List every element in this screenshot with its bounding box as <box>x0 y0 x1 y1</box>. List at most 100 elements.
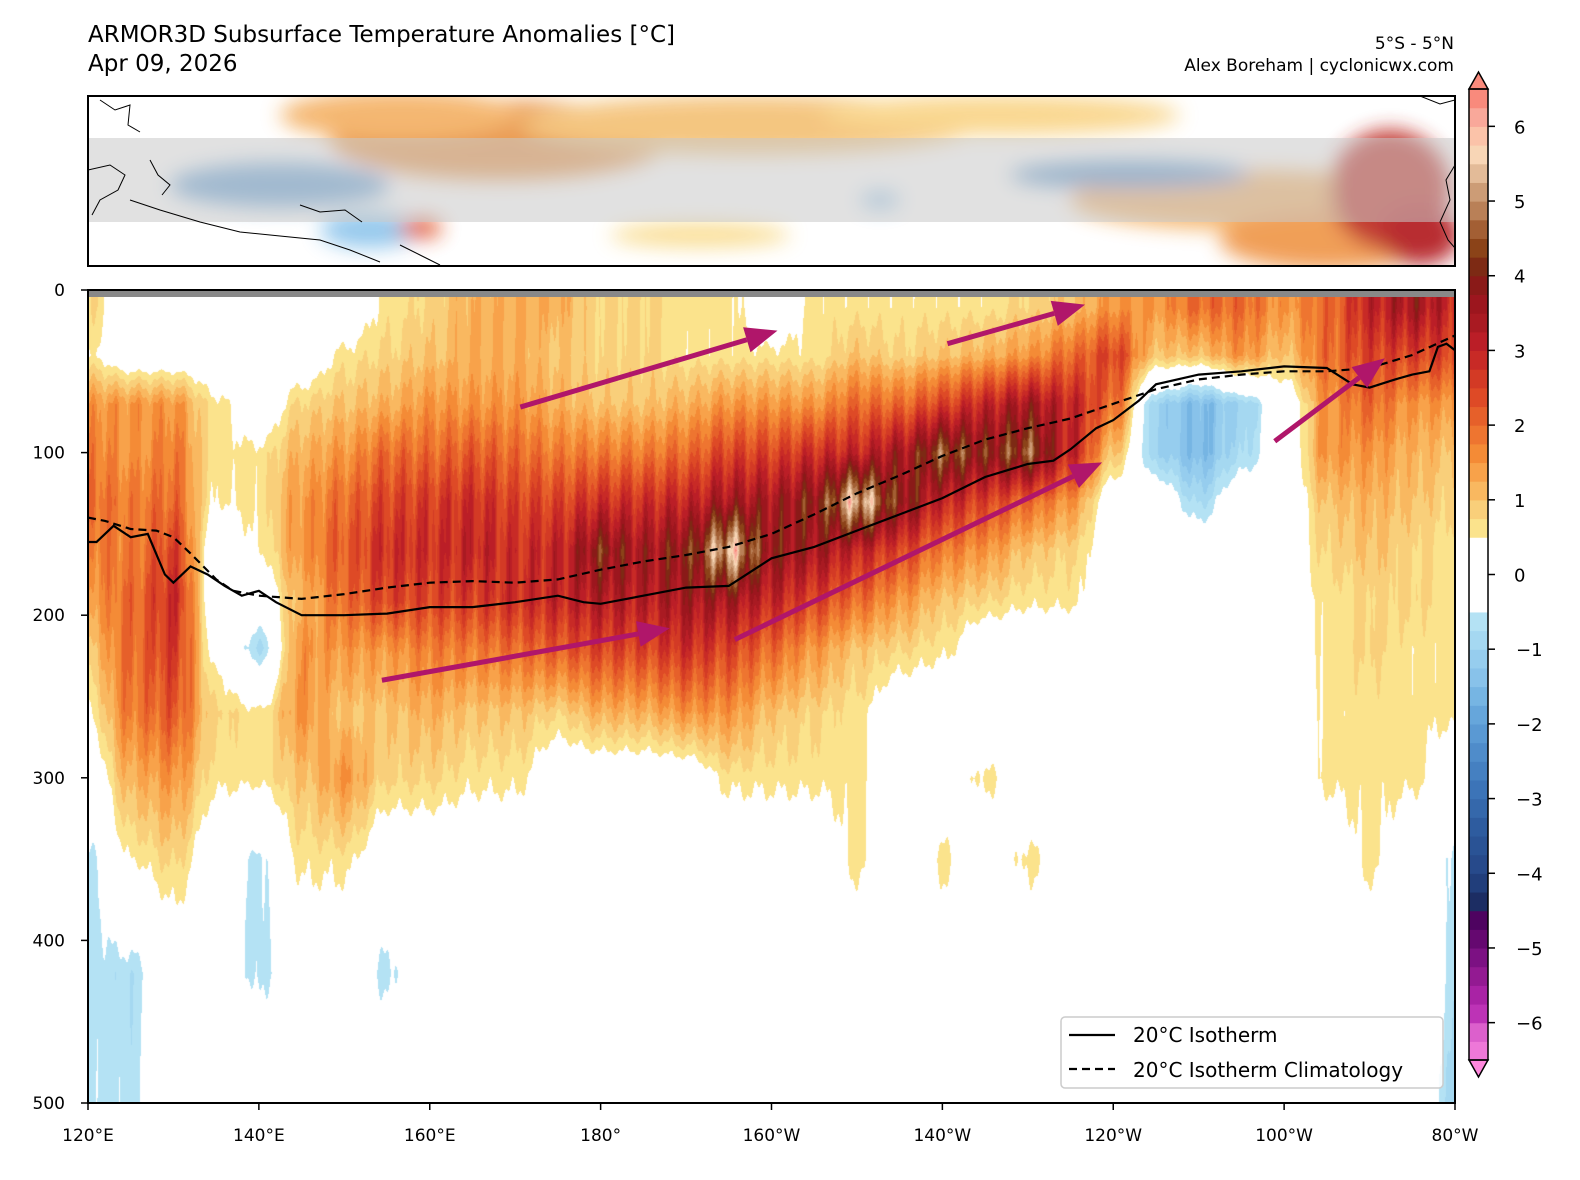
x-tick-label: 140°W <box>913 1126 971 1146</box>
colorbar-bin <box>1469 947 1488 968</box>
coastlines <box>88 96 1455 266</box>
colorbar-bin <box>1469 873 1488 893</box>
y-tick-label: 200 <box>33 606 65 626</box>
colorbar-bin <box>1469 182 1488 202</box>
y-tick-label: 400 <box>33 931 65 951</box>
colorbar-bin <box>1469 201 1488 221</box>
legend-label-climatology: 20°C Isotherm Climatology <box>1133 1058 1403 1082</box>
colorbar-bin <box>1469 630 1488 650</box>
x-tick-label: 100°W <box>1255 1126 1313 1146</box>
region-label: 5°S - 5°N <box>1374 34 1454 54</box>
x-tick-label: 160°W <box>743 1126 801 1146</box>
colorbar-bin <box>1469 555 1488 576</box>
colorbar-bin <box>1469 667 1488 688</box>
x-tick-label: 120°W <box>1084 1126 1142 1146</box>
colorbar-bin <box>1469 518 1488 538</box>
arrow-5 <box>1273 358 1385 444</box>
colorbar-tick-label: 5 <box>1514 192 1525 213</box>
y-axis: 0 100 200 300 400 500 <box>33 281 88 1114</box>
x-tick-label: 120°E <box>62 1126 114 1146</box>
y-tick-label: 300 <box>33 769 65 789</box>
surface-bar <box>88 290 1455 297</box>
y-tick-label: 100 <box>33 444 65 464</box>
legend: 20°C Isotherm 20°C Isotherm Climatology <box>1060 1016 1444 1089</box>
chart-date: Apr 09, 2026 <box>88 51 238 77</box>
latitude-band-shading <box>88 138 1455 222</box>
colorbar-bin <box>1469 145 1488 165</box>
colorbar-bin <box>1469 89 1488 109</box>
colorbar-bin <box>1469 1022 1488 1042</box>
colorbar-tick-label: −5 <box>1516 939 1543 960</box>
colorbar-tick-label: −3 <box>1516 790 1543 811</box>
colorbar-bin <box>1469 107 1488 127</box>
colorbar-bin <box>1469 723 1488 744</box>
x-tick-label: 80°W <box>1432 1126 1479 1146</box>
y-tick-label: 500 <box>33 1094 65 1114</box>
x-axis: 120°E 140°E 160°E 180° 160°W 140°W 120°W 100°W 8… <box>62 1103 1479 1146</box>
colorbar-bin <box>1469 574 1488 594</box>
arrow-2 <box>946 300 1086 347</box>
arrow-3 <box>381 621 670 683</box>
colorbar-bin <box>1469 593 1488 613</box>
colorbar: −6 −5 −4 −3 −2 −1 0 1 2 3 4 5 6 <box>1467 70 1543 1079</box>
y-tick-label: 0 <box>54 281 65 301</box>
temperature-anomaly-heatmap <box>88 290 1455 1103</box>
colorbar-bin <box>1469 406 1488 426</box>
colorbar-bin <box>1469 686 1488 706</box>
colorbar-bin <box>1469 966 1488 986</box>
x-tick-label: 180° <box>580 1126 621 1146</box>
colorbar-bin <box>1469 854 1488 874</box>
plot-frame <box>87 289 1456 1104</box>
colorbar-bin <box>1469 835 1488 856</box>
x-tick-label: 160°E <box>404 1126 456 1146</box>
colorbar-bin <box>1469 443 1488 464</box>
colorbar-bin <box>1469 611 1488 632</box>
colorbar-bin <box>1469 761 1488 781</box>
colorbar-tick-label: 3 <box>1514 341 1525 362</box>
legend-box <box>1060 1016 1444 1089</box>
colorbar-tick-label: 6 <box>1514 117 1525 138</box>
colorbar-tick-label: 4 <box>1514 267 1525 288</box>
colorbar-bin <box>1469 238 1488 258</box>
colorbar-bin <box>1469 313 1488 333</box>
colorbar-bin <box>1469 1003 1488 1024</box>
isotherm-line <box>88 342 1456 617</box>
colorbar-bin <box>1469 742 1488 762</box>
colorbar-bin <box>1469 779 1488 800</box>
colorbar-bin <box>1469 798 1488 818</box>
colorbar-bin <box>1469 163 1488 183</box>
chart-title: ARMOR3D Subsurface Temperature Anomalies… <box>88 22 676 48</box>
colorbar-bin <box>1469 257 1488 277</box>
colorbar-tick-label: −6 <box>1516 1014 1543 1035</box>
colorbar-bin <box>1469 294 1488 314</box>
colorbar-extend-low <box>1467 1059 1490 1079</box>
colorbar-bin <box>1469 275 1488 296</box>
colorbar-bin <box>1469 891 1488 912</box>
colorbar-tick-label: 0 <box>1514 566 1525 587</box>
colorbar-bin <box>1469 219 1488 239</box>
colorbar-bin <box>1469 985 1488 1005</box>
colorbar-bin <box>1469 331 1488 352</box>
colorbar-tick-label: −2 <box>1516 715 1543 736</box>
isotherm-lines <box>87 334 1456 617</box>
colorbar-bin <box>1469 425 1488 445</box>
colorbar-bin <box>1469 705 1488 725</box>
colorbar-bin <box>1469 817 1488 837</box>
arrow-1 <box>519 327 778 410</box>
colorbar-tick-label: −4 <box>1516 864 1543 885</box>
isotherm-climatology-line <box>87 334 1456 601</box>
legend-label-isotherm: 20°C Isotherm <box>1133 1023 1278 1047</box>
x-tick-label: 140°E <box>233 1126 285 1146</box>
credit-label: Alex Boreham | cyclonicwx.com <box>1184 56 1454 76</box>
colorbar-bin <box>1469 462 1488 482</box>
colorbar-bin <box>1469 481 1488 501</box>
colorbar-extend-high <box>1467 70 1490 90</box>
inset-map-frame <box>87 95 1456 267</box>
colorbar-tick-label: −1 <box>1516 640 1543 661</box>
colorbar-bin <box>1469 126 1488 146</box>
colorbar-bin <box>1469 649 1488 669</box>
colorbar-bin <box>1469 537 1488 557</box>
